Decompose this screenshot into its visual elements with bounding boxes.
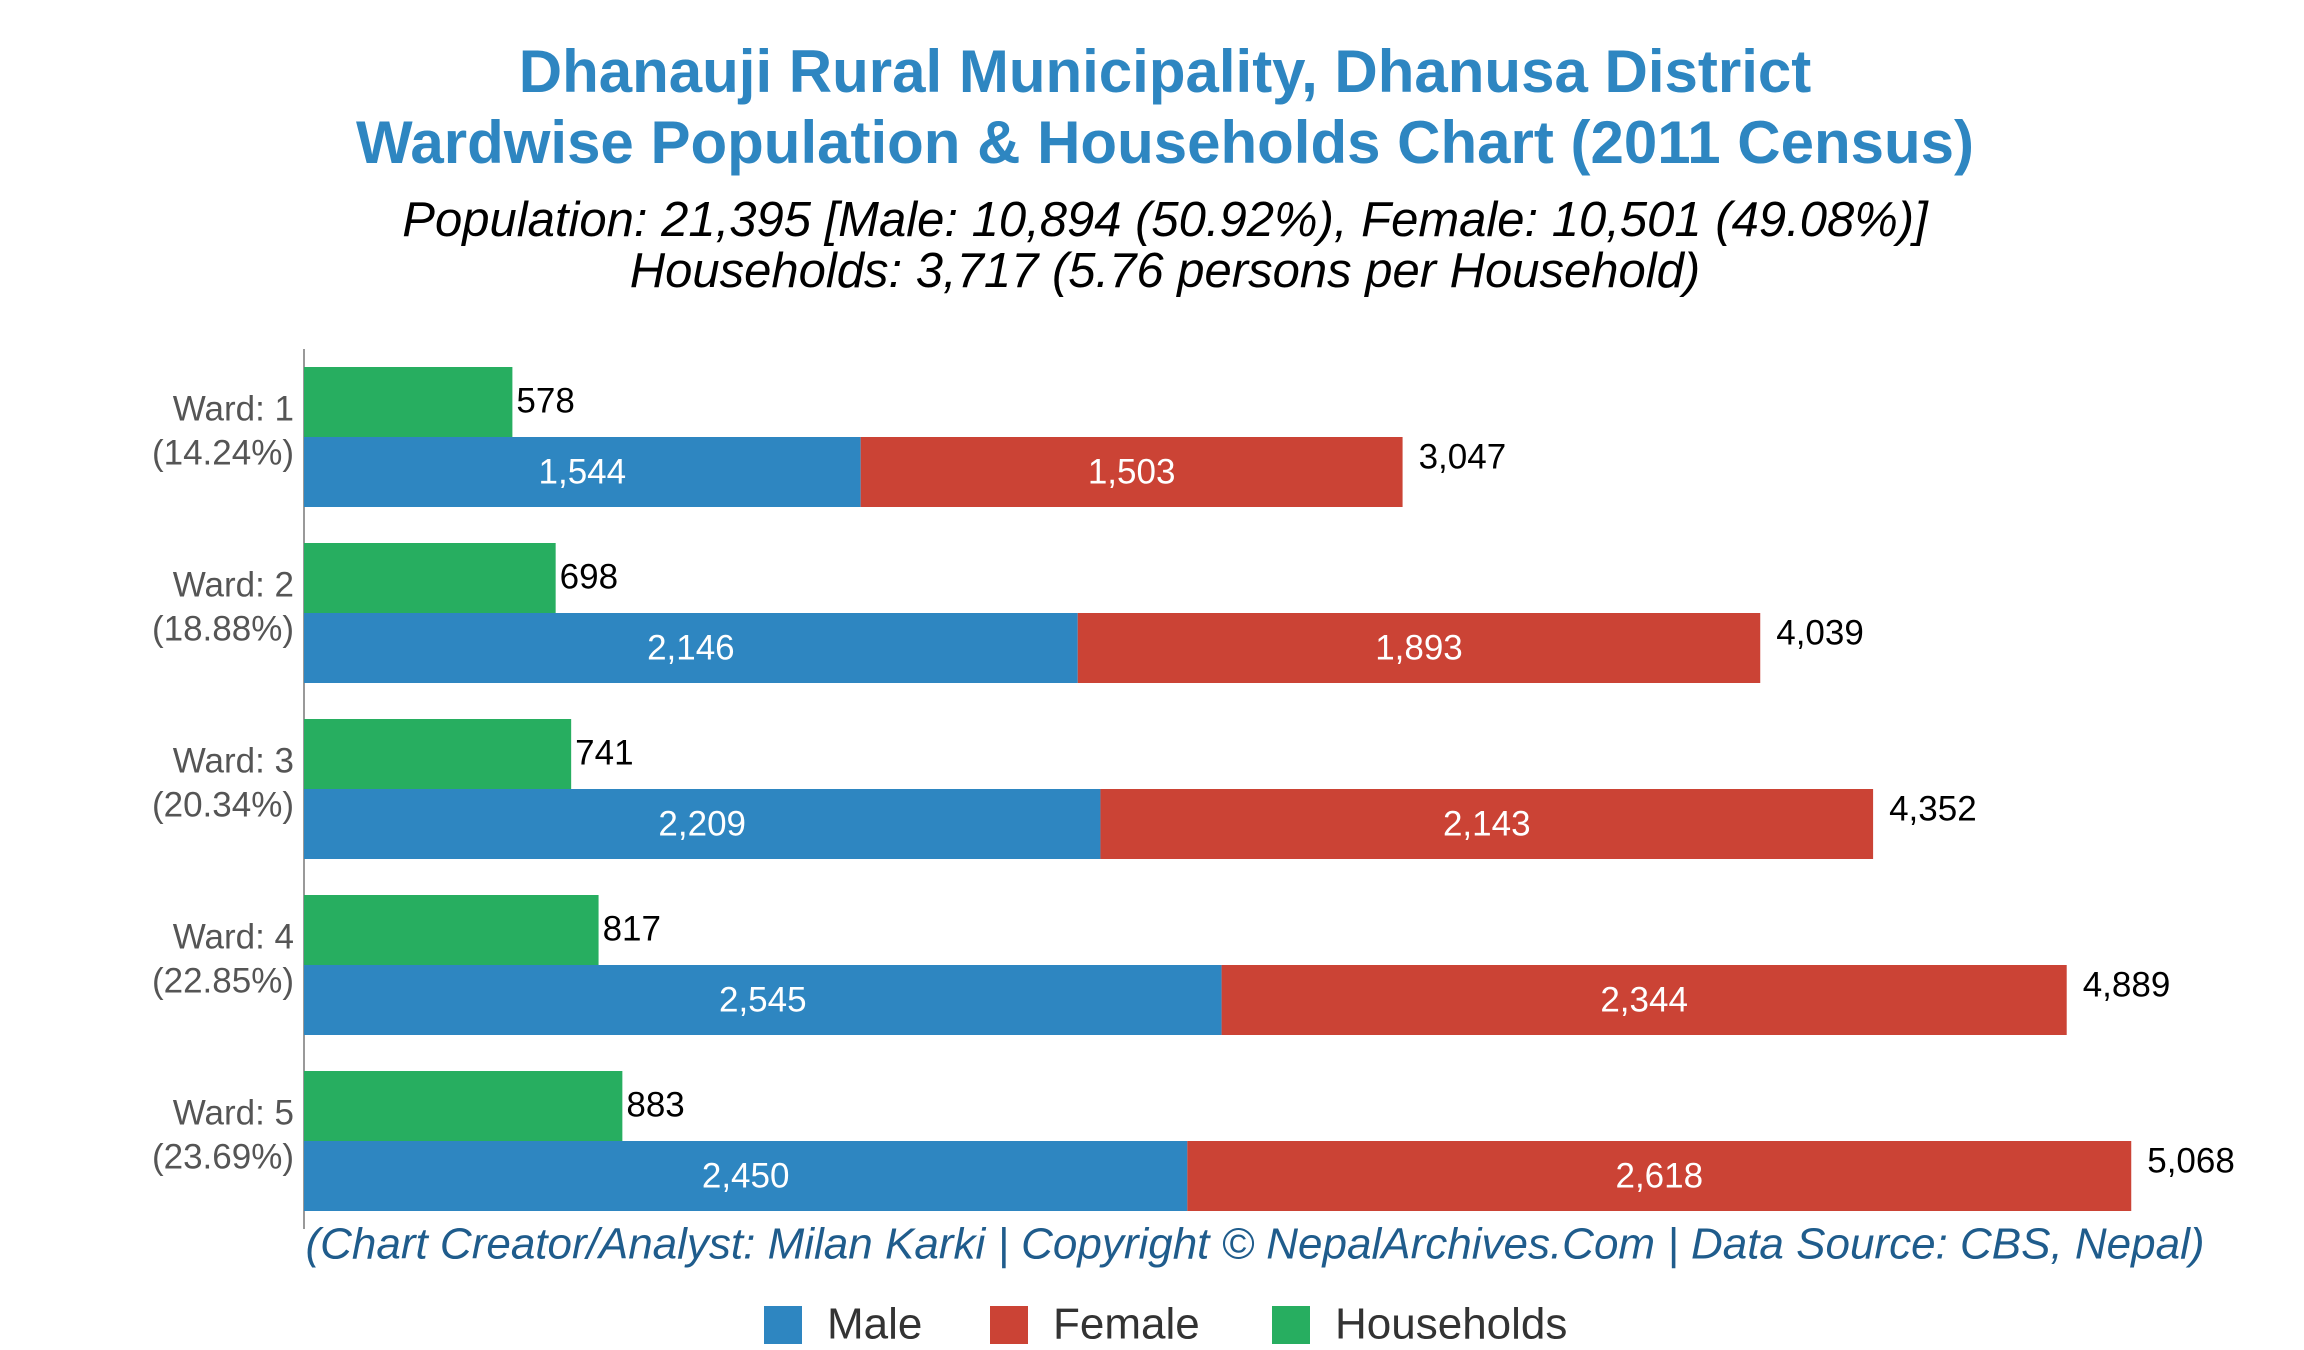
chart-subtitle: Population: 21,395 [Male: 10,894 (50.92%…: [402, 193, 1929, 247]
data-label: 2,618: [1615, 1156, 1703, 1195]
bar: [304, 965, 1222, 1035]
data-label: 698: [560, 557, 618, 596]
data-label: 741: [575, 733, 633, 772]
y-tick-label: Ward: 3: [173, 741, 294, 780]
data-label: 2,209: [658, 804, 746, 843]
bar: [304, 719, 572, 789]
bar: [304, 895, 599, 965]
data-label: 817: [603, 909, 661, 948]
bar: [1221, 965, 2067, 1035]
data-label: 2,344: [1600, 980, 1688, 1019]
y-tick-label: Ward: 1: [173, 389, 294, 428]
chart-subtitle: Households: 3,717 (5.76 persons per Hous…: [630, 244, 1701, 298]
total-label: 5,068: [2147, 1141, 2235, 1180]
bar: [304, 613, 1078, 683]
legend-label: Female: [1053, 1300, 1200, 1349]
caption: (Chart Creator/Analyst: Milan Karki | Co…: [305, 1220, 2204, 1269]
chart-title: Wardwise Population & Households Chart (…: [356, 109, 1974, 176]
y-tick-label: Ward: 5: [173, 1093, 294, 1132]
bar: [860, 437, 1403, 507]
bar: [1187, 1141, 2132, 1211]
legend-swatch: [1272, 1306, 1310, 1344]
y-tick-label: (18.88%): [152, 609, 294, 648]
data-label: 2,146: [647, 628, 735, 667]
data-label: 1,544: [539, 452, 627, 491]
data-label: 2,545: [719, 980, 807, 1019]
legend-swatch: [990, 1306, 1028, 1344]
data-label: 578: [516, 381, 574, 420]
total-label: 4,352: [1889, 789, 1977, 828]
bar: [1077, 613, 1761, 683]
data-label: 1,503: [1088, 452, 1176, 491]
total-label: 3,047: [1419, 437, 1507, 476]
legend-swatch: [764, 1306, 802, 1344]
data-label: 2,143: [1443, 804, 1531, 843]
legend-label: Male: [827, 1300, 922, 1349]
y-tick-label: (14.24%): [152, 433, 294, 472]
total-label: 4,039: [1776, 613, 1864, 652]
legend-label: Households: [1335, 1300, 1567, 1349]
bar: [1100, 789, 1874, 859]
bar: [304, 437, 861, 507]
data-label: 1,893: [1375, 628, 1463, 667]
data-label: 2,450: [702, 1156, 790, 1195]
bar: [304, 543, 556, 613]
y-tick-label: Ward: 2: [173, 565, 294, 604]
bar: [304, 789, 1101, 859]
chart-title: Dhanauji Rural Municipality, Dhanusa Dis…: [519, 38, 1811, 105]
total-label: 4,889: [2083, 965, 2171, 1004]
bar: [304, 367, 513, 437]
y-tick-label: (22.85%): [152, 961, 294, 1000]
data-label: 883: [626, 1085, 684, 1124]
bar: [304, 1141, 1188, 1211]
y-tick-label: Ward: 4: [173, 917, 294, 956]
y-tick-label: (23.69%): [152, 1137, 294, 1176]
y-tick-label: (20.34%): [152, 785, 294, 824]
bar: [304, 1071, 623, 1141]
